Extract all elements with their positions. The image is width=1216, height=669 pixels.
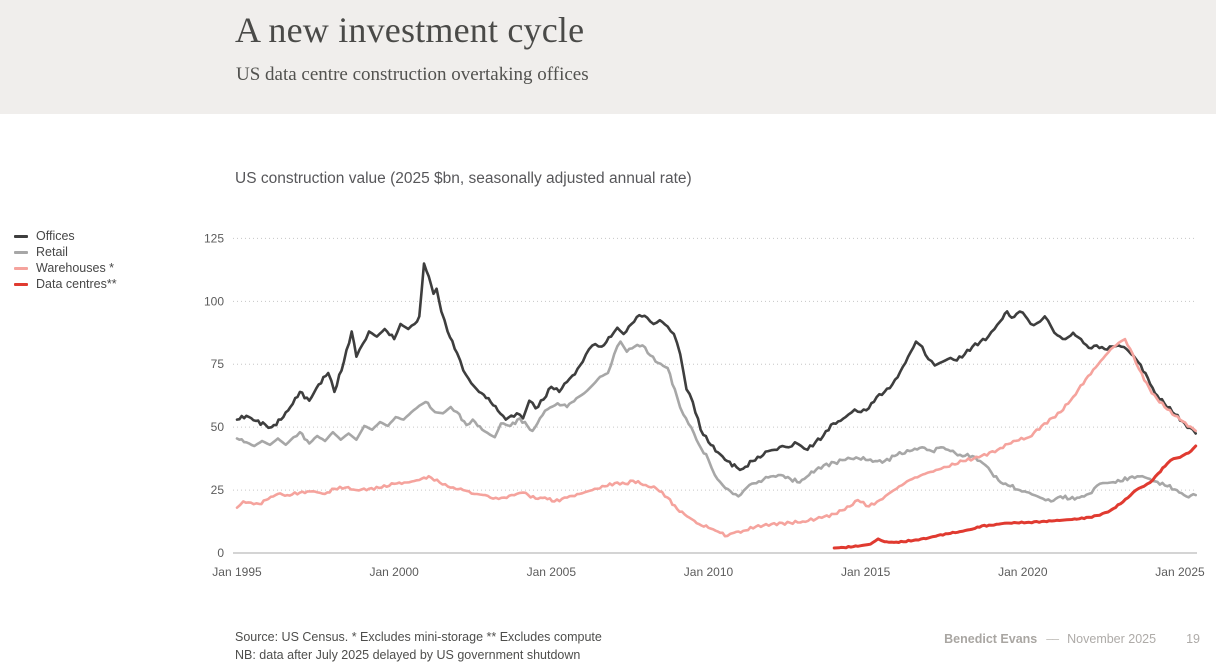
legend-item-data-centres: Data centres** [14,276,117,292]
footer-page-number: 19 [1186,632,1200,646]
footer-source-line2: NB: data after July 2025 delayed by US g… [235,648,581,662]
legend-label-data-centres: Data centres** [36,277,117,291]
x-tick-label-2010: Jan 2010 [684,565,734,579]
legend-swatch-data-centres [14,282,28,286]
y-tick-label-125: 125 [204,231,224,245]
y-tick-label-100: 100 [204,294,224,308]
y-tick-label-0: 0 [217,546,224,560]
footer-separator: –– [1046,632,1059,646]
legend-label-warehouses: Warehouses * [36,261,115,275]
y-tick-label-50: 50 [211,420,225,434]
legend-item-warehouses: Warehouses * [14,260,117,276]
x-tick-label-1995: Jan 1995 [212,565,262,579]
slide-title: A new investment cycle [235,10,585,50]
footer-source-line1: Source: US Census. * Excludes mini-stora… [235,630,602,644]
chart-title: US construction value (2025 $bn, seasona… [235,170,692,187]
legend-label-retail: Retail [36,245,68,259]
legend-label-offices: Offices [36,229,75,243]
x-tick-label-2005: Jan 2005 [527,565,577,579]
footer-meta: Benedict Evans –– November 2025 19 [944,632,1200,646]
slide-subtitle: US data centre construction overtaking o… [236,64,589,85]
legend-swatch-retail [14,250,28,254]
footer-author: Benedict Evans [944,632,1038,646]
legend-item-retail: Retail [14,244,117,260]
y-tick-label-75: 75 [211,357,225,371]
line-offices [235,262,1197,472]
legend-item-offices: Offices [14,228,117,244]
legend-swatch-warehouses [14,266,28,270]
legend-swatch-offices [14,234,28,238]
chart-legend: Offices Retail Warehouses * Data centres** [14,228,117,292]
x-tick-label-2020: Jan 2020 [998,565,1048,579]
footer-date: November 2025 [1067,632,1157,646]
header-band [0,0,1216,114]
line-data-centres [832,444,1198,550]
y-tick-label-25: 25 [211,483,225,497]
line-retail [235,340,1197,503]
x-tick-label-2015: Jan 2015 [841,565,891,579]
x-tick-label-2000: Jan 2000 [369,565,419,579]
x-tick-label-2025: Jan 2025 [1155,565,1205,579]
footer-source-note: Source: US Census. * Excludes mini-stora… [235,628,602,664]
line-warehouses [235,337,1197,538]
